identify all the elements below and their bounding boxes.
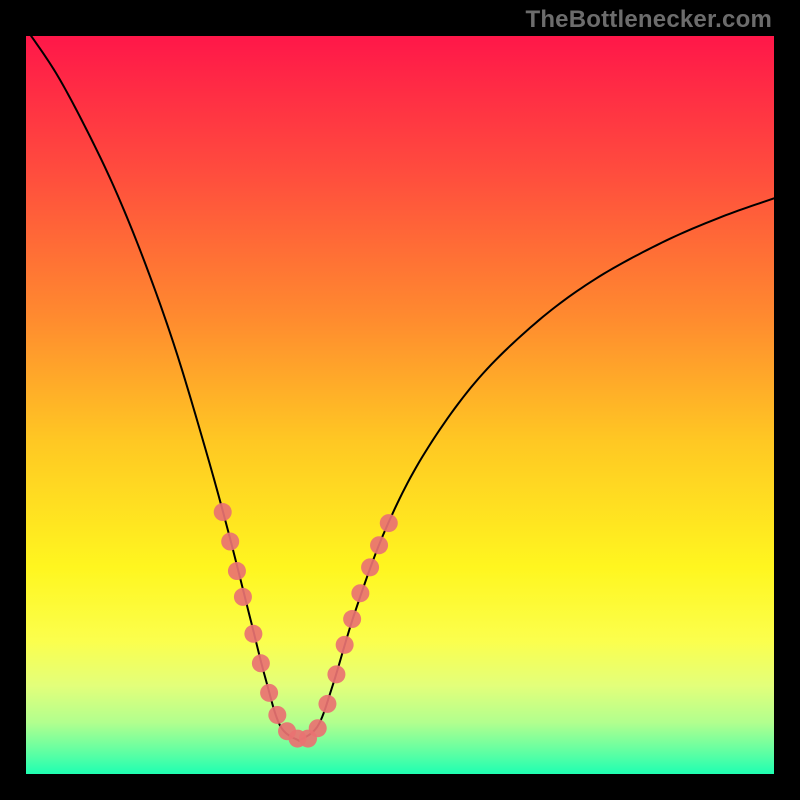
marker-dot	[214, 503, 232, 521]
marker-dot	[370, 536, 388, 554]
marker-dot	[260, 684, 278, 702]
marker-dot	[351, 584, 369, 602]
marker-dot	[268, 706, 286, 724]
marker-dot	[234, 588, 252, 606]
marker-dot	[343, 610, 361, 628]
gradient-background	[26, 36, 774, 774]
marker-dot	[309, 719, 327, 737]
plot-svg	[26, 36, 774, 774]
marker-dot	[380, 514, 398, 532]
marker-dot	[244, 625, 262, 643]
marker-dot	[327, 665, 345, 683]
marker-dot	[318, 695, 336, 713]
marker-dot	[361, 558, 379, 576]
watermark-text: TheBottlenecker.com	[525, 6, 772, 34]
plot-area	[26, 36, 774, 774]
marker-dot	[221, 533, 239, 551]
marker-dot	[252, 654, 270, 672]
marker-dot	[228, 562, 246, 580]
marker-dot	[336, 636, 354, 654]
